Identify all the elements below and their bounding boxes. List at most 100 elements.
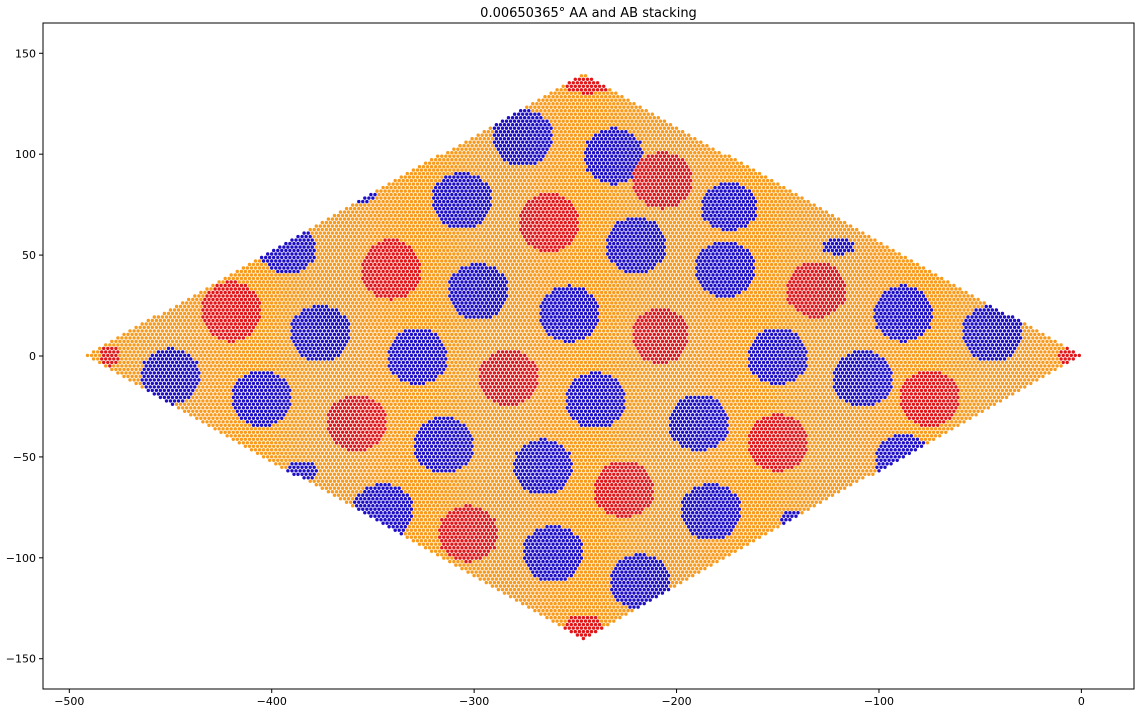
data-point (646, 462, 650, 466)
data-point (494, 444, 499, 448)
data-point (658, 392, 663, 396)
data-point (670, 448, 675, 452)
data-point (183, 402, 187, 406)
data-point (539, 430, 543, 434)
data-point (664, 507, 669, 511)
data-point (614, 427, 618, 431)
data-point (488, 455, 492, 459)
data-point (320, 430, 324, 434)
data-point (523, 507, 527, 511)
data-point (824, 399, 828, 403)
data-point (602, 434, 606, 438)
data-point (278, 420, 282, 424)
data-point (498, 570, 503, 574)
data-point (407, 462, 412, 466)
data-point (308, 479, 312, 483)
data-point (290, 392, 294, 396)
data-point (646, 448, 650, 452)
data-point (332, 451, 337, 455)
data-point (377, 465, 381, 469)
data-point (757, 493, 762, 497)
data-point (867, 437, 871, 441)
data-point (701, 458, 705, 462)
data-point (401, 402, 405, 406)
data-point (567, 514, 571, 518)
data-point (842, 486, 847, 490)
data-point (482, 570, 486, 574)
data-point (519, 598, 523, 602)
data-point (535, 423, 539, 427)
data-point (535, 388, 539, 393)
data-point (751, 413, 756, 417)
data-point (664, 521, 669, 525)
data-point (581, 525, 586, 529)
data-point (379, 476, 383, 480)
data-point (462, 500, 466, 504)
data-point (490, 444, 495, 448)
data-point (405, 535, 409, 539)
data-point (664, 556, 669, 560)
data-point (413, 535, 418, 539)
data-point (630, 546, 634, 550)
data-point (397, 388, 401, 393)
data-point (577, 587, 582, 592)
data-point (555, 395, 559, 400)
data-point (197, 392, 201, 396)
data-point (259, 437, 264, 441)
data-point (640, 549, 644, 553)
data-point (306, 441, 310, 445)
data-point (415, 406, 420, 410)
data-point (523, 584, 527, 588)
data-point (731, 455, 735, 459)
data-point (482, 577, 486, 581)
data-point (666, 399, 671, 403)
data-point (227, 430, 231, 434)
data-point (624, 437, 628, 441)
data-point (774, 409, 778, 413)
data-point (211, 395, 215, 400)
data-point (292, 416, 296, 420)
data-point (553, 504, 557, 508)
data-point (676, 542, 681, 546)
data-point (571, 605, 575, 609)
data-point (561, 427, 565, 431)
data-point (438, 521, 442, 525)
data-point (654, 469, 658, 473)
data-point (850, 430, 855, 434)
data-point (674, 518, 679, 522)
data-point (551, 430, 555, 434)
data-point (484, 448, 488, 452)
data-point (729, 437, 733, 441)
data-point (209, 406, 213, 410)
data-point (715, 476, 719, 480)
data-point (543, 521, 547, 525)
data-point (691, 469, 695, 473)
data-point (579, 437, 584, 441)
data-point (850, 479, 855, 483)
data-point (373, 444, 377, 448)
data-point (828, 469, 833, 473)
data-point (879, 409, 883, 413)
data-point (757, 465, 762, 469)
data-point (618, 546, 622, 550)
data-point (818, 430, 822, 434)
data-point (209, 413, 213, 417)
data-point (415, 532, 420, 536)
data-point (616, 605, 620, 609)
data-point (804, 504, 808, 508)
data-point (630, 518, 634, 522)
data-point (549, 518, 553, 522)
data-point (834, 479, 839, 483)
data-point (786, 409, 790, 413)
data-point (318, 406, 322, 410)
data-point (826, 451, 831, 455)
data-point (413, 514, 418, 518)
data-point (399, 420, 403, 424)
data-point (512, 406, 517, 410)
data-point (591, 486, 596, 490)
data-point (836, 462, 841, 466)
data-point (567, 521, 571, 525)
data-point (407, 406, 412, 410)
data-point (506, 465, 511, 469)
data-point (713, 465, 717, 469)
